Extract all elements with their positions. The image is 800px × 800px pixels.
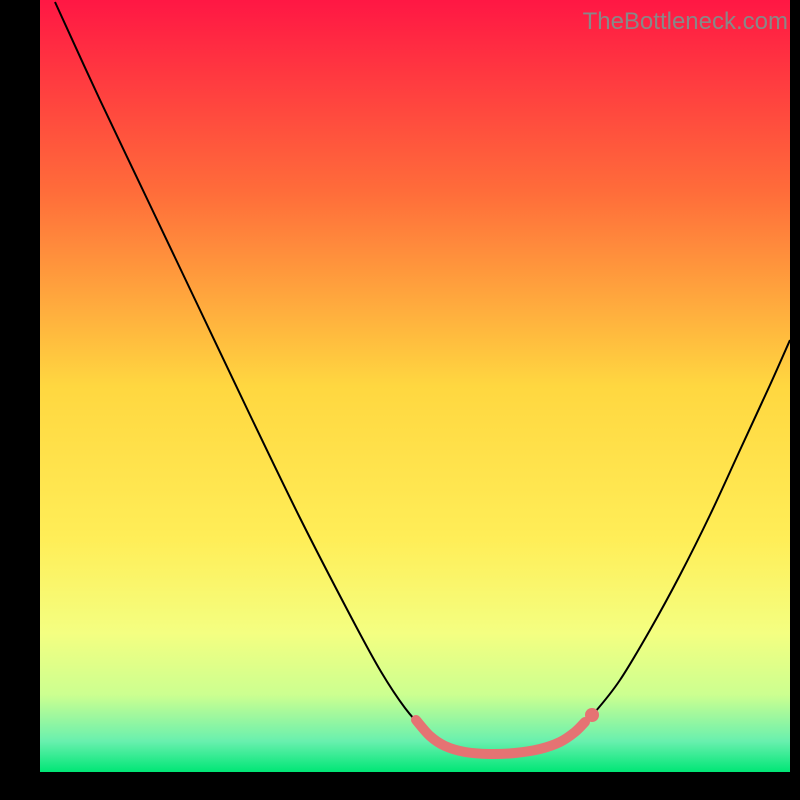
optimal-marker: [585, 708, 599, 722]
chart-svg: [0, 0, 800, 800]
gradient-background: [40, 0, 790, 772]
chart-container: TheBottleneck.com: [0, 0, 800, 800]
watermark-text: TheBottleneck.com: [583, 8, 788, 36]
